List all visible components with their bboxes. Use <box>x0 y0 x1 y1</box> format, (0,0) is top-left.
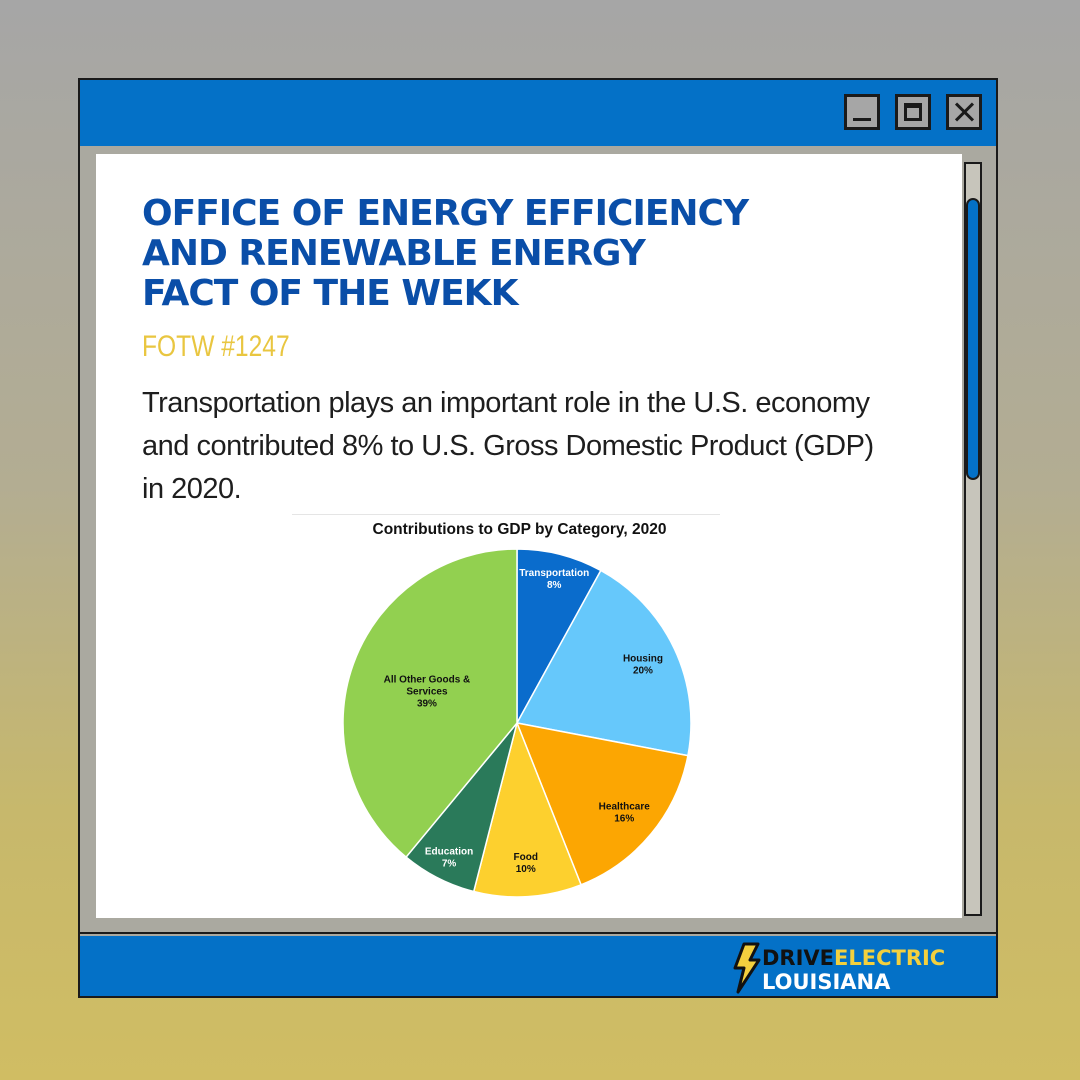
headline: OFFICE OF ENERGY EFFICIENCY AND RENEWABL… <box>142 194 902 314</box>
pie-slice-housing <box>515 569 692 757</box>
title-bar <box>80 80 996 148</box>
pie-chart: Contributions to GDP by Category, 2020 T… <box>292 514 720 905</box>
pie-value-label-food: 10% <box>516 864 536 875</box>
lightning-bolt-icon <box>733 942 761 994</box>
brand-word-electric: ELECTRIC <box>834 946 946 970</box>
pie-category-label-all-other-goods-and-services-1: Services <box>406 687 448 698</box>
chart-title: Contributions to GDP by Category, 2020 <box>372 521 667 538</box>
brand-word-louisiana: LOUISIANA <box>762 970 891 994</box>
pie-category-label-healthcare-0: Healthcare <box>599 802 651 813</box>
app-window: OFFICE OF ENERGY EFFICIENCY AND RENEWABL… <box>78 78 998 998</box>
pie-category-label-transportation-0: Transportation <box>519 568 589 579</box>
fotw-label: FOTW #1247 <box>142 330 290 363</box>
maximize-button[interactable] <box>895 94 931 130</box>
pie-value-label-education: 7% <box>442 858 457 869</box>
brand-line-1: DRIVEELECTRIC <box>762 946 945 970</box>
pie-category-label-all-other-goods-and-services-0: All Other Goods & <box>384 675 471 686</box>
content-page: OFFICE OF ENERGY EFFICIENCY AND RENEWABL… <box>96 154 962 918</box>
close-button[interactable] <box>946 94 982 130</box>
scrollbar-thumb[interactable] <box>966 198 980 480</box>
pie-value-label-transportation: 8% <box>547 580 562 591</box>
pie-value-label-housing: 20% <box>633 666 653 677</box>
headline-line-2: AND RENEWABLE ENERGY <box>142 233 646 274</box>
footer-bar: DRIVEELECTRIC LOUISIANA <box>80 932 996 996</box>
body-text: Transportation plays an important role i… <box>142 387 874 505</box>
pie-category-label-food-0: Food <box>514 852 538 863</box>
pie-slice-all-other-goods-and-services <box>342 548 518 859</box>
content-area: OFFICE OF ENERGY EFFICIENCY AND RENEWABL… <box>80 146 996 936</box>
pie-value-label-healthcare: 16% <box>614 814 634 825</box>
pie-slice-food <box>472 720 583 898</box>
minimize-button[interactable] <box>844 94 880 130</box>
scrollbar-track[interactable] <box>964 162 982 916</box>
pie-value-label-all-other-goods-and-services: 39% <box>417 699 437 710</box>
brand-word-drive: DRIVE <box>762 946 835 970</box>
headline-line-3: FACT OF THE WEKK <box>142 273 518 314</box>
headline-line-1: OFFICE OF ENERGY EFFICIENCY <box>142 193 749 234</box>
pie-slice-healthcare <box>515 722 689 886</box>
pie-category-label-education-0: Education <box>425 846 473 857</box>
pie-category-label-housing-0: Housing <box>623 654 663 665</box>
